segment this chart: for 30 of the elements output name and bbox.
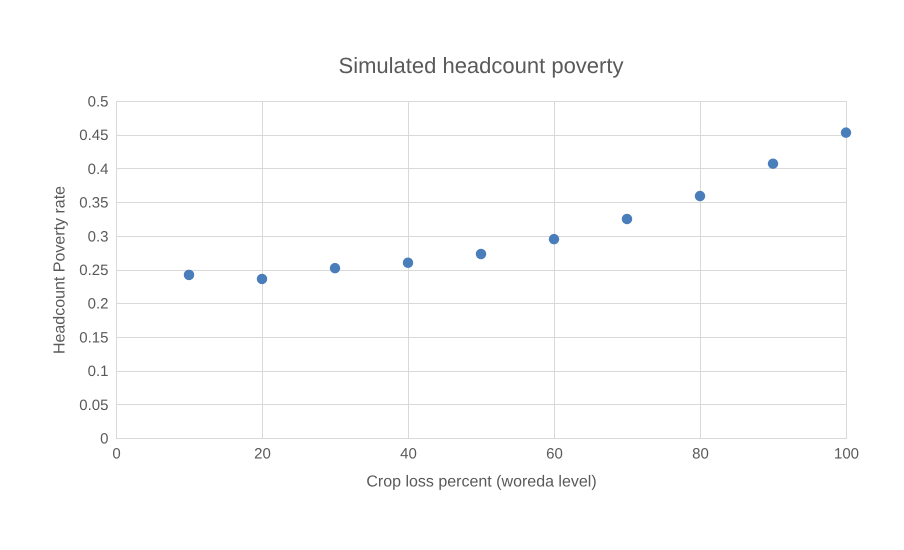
point (184, 270, 194, 280)
y-tick-label: 0.15 (79, 329, 108, 346)
point (622, 214, 632, 224)
y-tick-label: 0.35 (79, 194, 108, 212)
y-tick-label: 0.3 (88, 228, 108, 246)
point (402, 258, 414, 268)
point (840, 127, 852, 138)
point (548, 234, 560, 244)
point (476, 248, 486, 260)
x-tick-label: 100 (834, 446, 860, 462)
point (330, 262, 340, 274)
point (768, 158, 778, 169)
chart-title: Simulated headcount poverty (338, 53, 624, 78)
y-tick-label: 0.2 (88, 296, 108, 313)
x-tick-label: 60 (546, 446, 563, 462)
x-tick-label: 20 (254, 446, 271, 462)
y-tick-label: 0.4 (88, 160, 108, 178)
point (256, 274, 268, 284)
x-axis-title: Crop loss percent (woreda level) (366, 474, 597, 490)
y-tick-label: 0.25 (79, 262, 108, 279)
y-axis-title: Headcount Poverty rate (51, 186, 68, 354)
point (694, 190, 706, 202)
y-tick-label: 0 (100, 430, 108, 448)
y-tick-label: 0.05 (79, 396, 108, 414)
x-tick-label: 40 (400, 446, 417, 462)
x-tick-label: 0 (112, 446, 121, 462)
y-tick-label: 0.1 (88, 363, 108, 380)
x-tick-label: 80 (692, 446, 709, 462)
y-tick-label: 0.5 (88, 94, 108, 110)
y-tick-label: 0.45 (79, 127, 108, 144)
